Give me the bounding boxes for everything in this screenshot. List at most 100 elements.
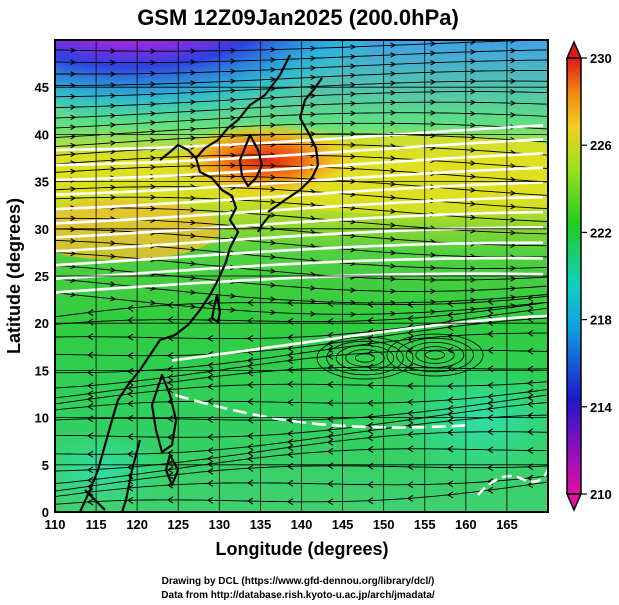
stream-arrow [110,253,117,260]
stream-arrow [326,340,334,348]
x-tick-label: 110 [45,517,66,532]
stream-arrow [310,102,317,108]
stream-arrow [150,205,157,212]
stream-arrow [166,496,174,504]
stream-arrow [110,71,117,77]
stream-arrow [510,57,517,64]
stream-arrow [270,239,277,246]
stream-arrow [350,120,357,127]
stream-arrow [166,365,174,373]
stream-arrow [486,486,494,494]
stream-arrow [286,438,294,446]
stream-arrow [110,295,117,302]
x-axis-label: Longitude (degrees) [215,539,388,559]
stream-arrow [246,464,254,472]
stream-arrow [350,311,357,318]
stream-arrow [350,53,357,60]
stream-arrow [126,450,134,458]
stream-arrow [86,476,94,484]
stream-arrow [126,414,134,422]
stream-arrow [470,58,477,65]
vortex-streamline [405,341,465,368]
stream-arrow [206,467,214,475]
stream-arrow [446,429,454,436]
stream-arrow [230,162,237,169]
stream-arrow [310,311,317,317]
stream-arrow [390,42,397,49]
x-tick-label: 145 [332,517,354,532]
stream-arrow [470,287,477,294]
stream-arrow [126,333,134,341]
stream-arrow [470,277,477,283]
stream-arrow [86,351,94,359]
stream-arrow [206,460,214,468]
stream-arrow [70,250,77,257]
stream-arrow [446,382,454,390]
stream-arrow [350,110,357,117]
contour-line-1 [55,138,544,167]
stream-arrow [286,451,294,459]
stream-arrow [406,481,414,489]
stream-arrow [286,366,294,374]
stream-arrow [510,217,517,223]
stream-arrow [206,299,214,307]
stream-arrow [206,455,214,463]
stream-arrow [350,153,357,160]
stream-arrow [350,82,357,88]
x-tick-label: 115 [86,517,107,532]
stream-arrow [166,433,174,441]
stream-arrow [350,131,357,137]
stream-arrow [526,294,534,302]
stream-arrow [286,351,294,359]
stream-arrow [510,47,517,54]
stream-arrow [526,394,534,402]
stream-arrow [70,186,77,192]
stream-arrow [486,446,494,454]
stream-arrow [70,151,77,158]
colorbar-tick-label: 226 [590,138,612,153]
stream-arrow [446,445,454,453]
stream-arrow [86,498,94,506]
vortex-streamline [424,350,445,360]
stream-arrow [366,421,374,429]
contour-line-4 [55,181,544,211]
stream-arrow [246,357,254,364]
stream-arrow [246,432,254,440]
stream-arrow [350,191,357,198]
stream-arrow [270,104,277,110]
stream-arrow [286,380,294,388]
stream-arrow [390,80,397,86]
stream-arrow [70,226,77,233]
stream-arrow [150,110,157,117]
grid-lines [54,40,548,513]
stream-arrow [510,203,517,210]
stream-arrow [470,265,477,272]
stream-arrow [190,260,197,267]
stream-arrow [446,417,454,425]
stream-arrow [110,184,117,191]
stream-arrow [190,48,197,54]
stream-arrow [390,90,397,96]
stream-arrow [446,491,454,499]
stream-arrow [190,163,197,169]
temperature-contours [55,124,548,496]
stream-arrow [286,398,294,406]
stream-arrow [510,285,517,292]
stream-arrow [366,462,374,470]
stream-arrow [110,166,117,172]
stream-arrow [190,69,197,76]
stream-arrow [390,288,397,294]
stream-arrow [150,81,157,87]
stream-arrow [326,352,334,360]
stream-arrow [230,58,237,64]
stream-arrow [166,373,174,381]
stream-arrow [526,428,534,436]
stream-arrow [326,331,334,339]
stream-arrow [190,303,197,310]
x-tick-label: 150 [373,517,395,532]
stream-arrow [230,68,237,75]
stream-arrow [230,87,237,94]
stream-arrow [126,352,134,360]
stream-arrow [70,104,77,110]
